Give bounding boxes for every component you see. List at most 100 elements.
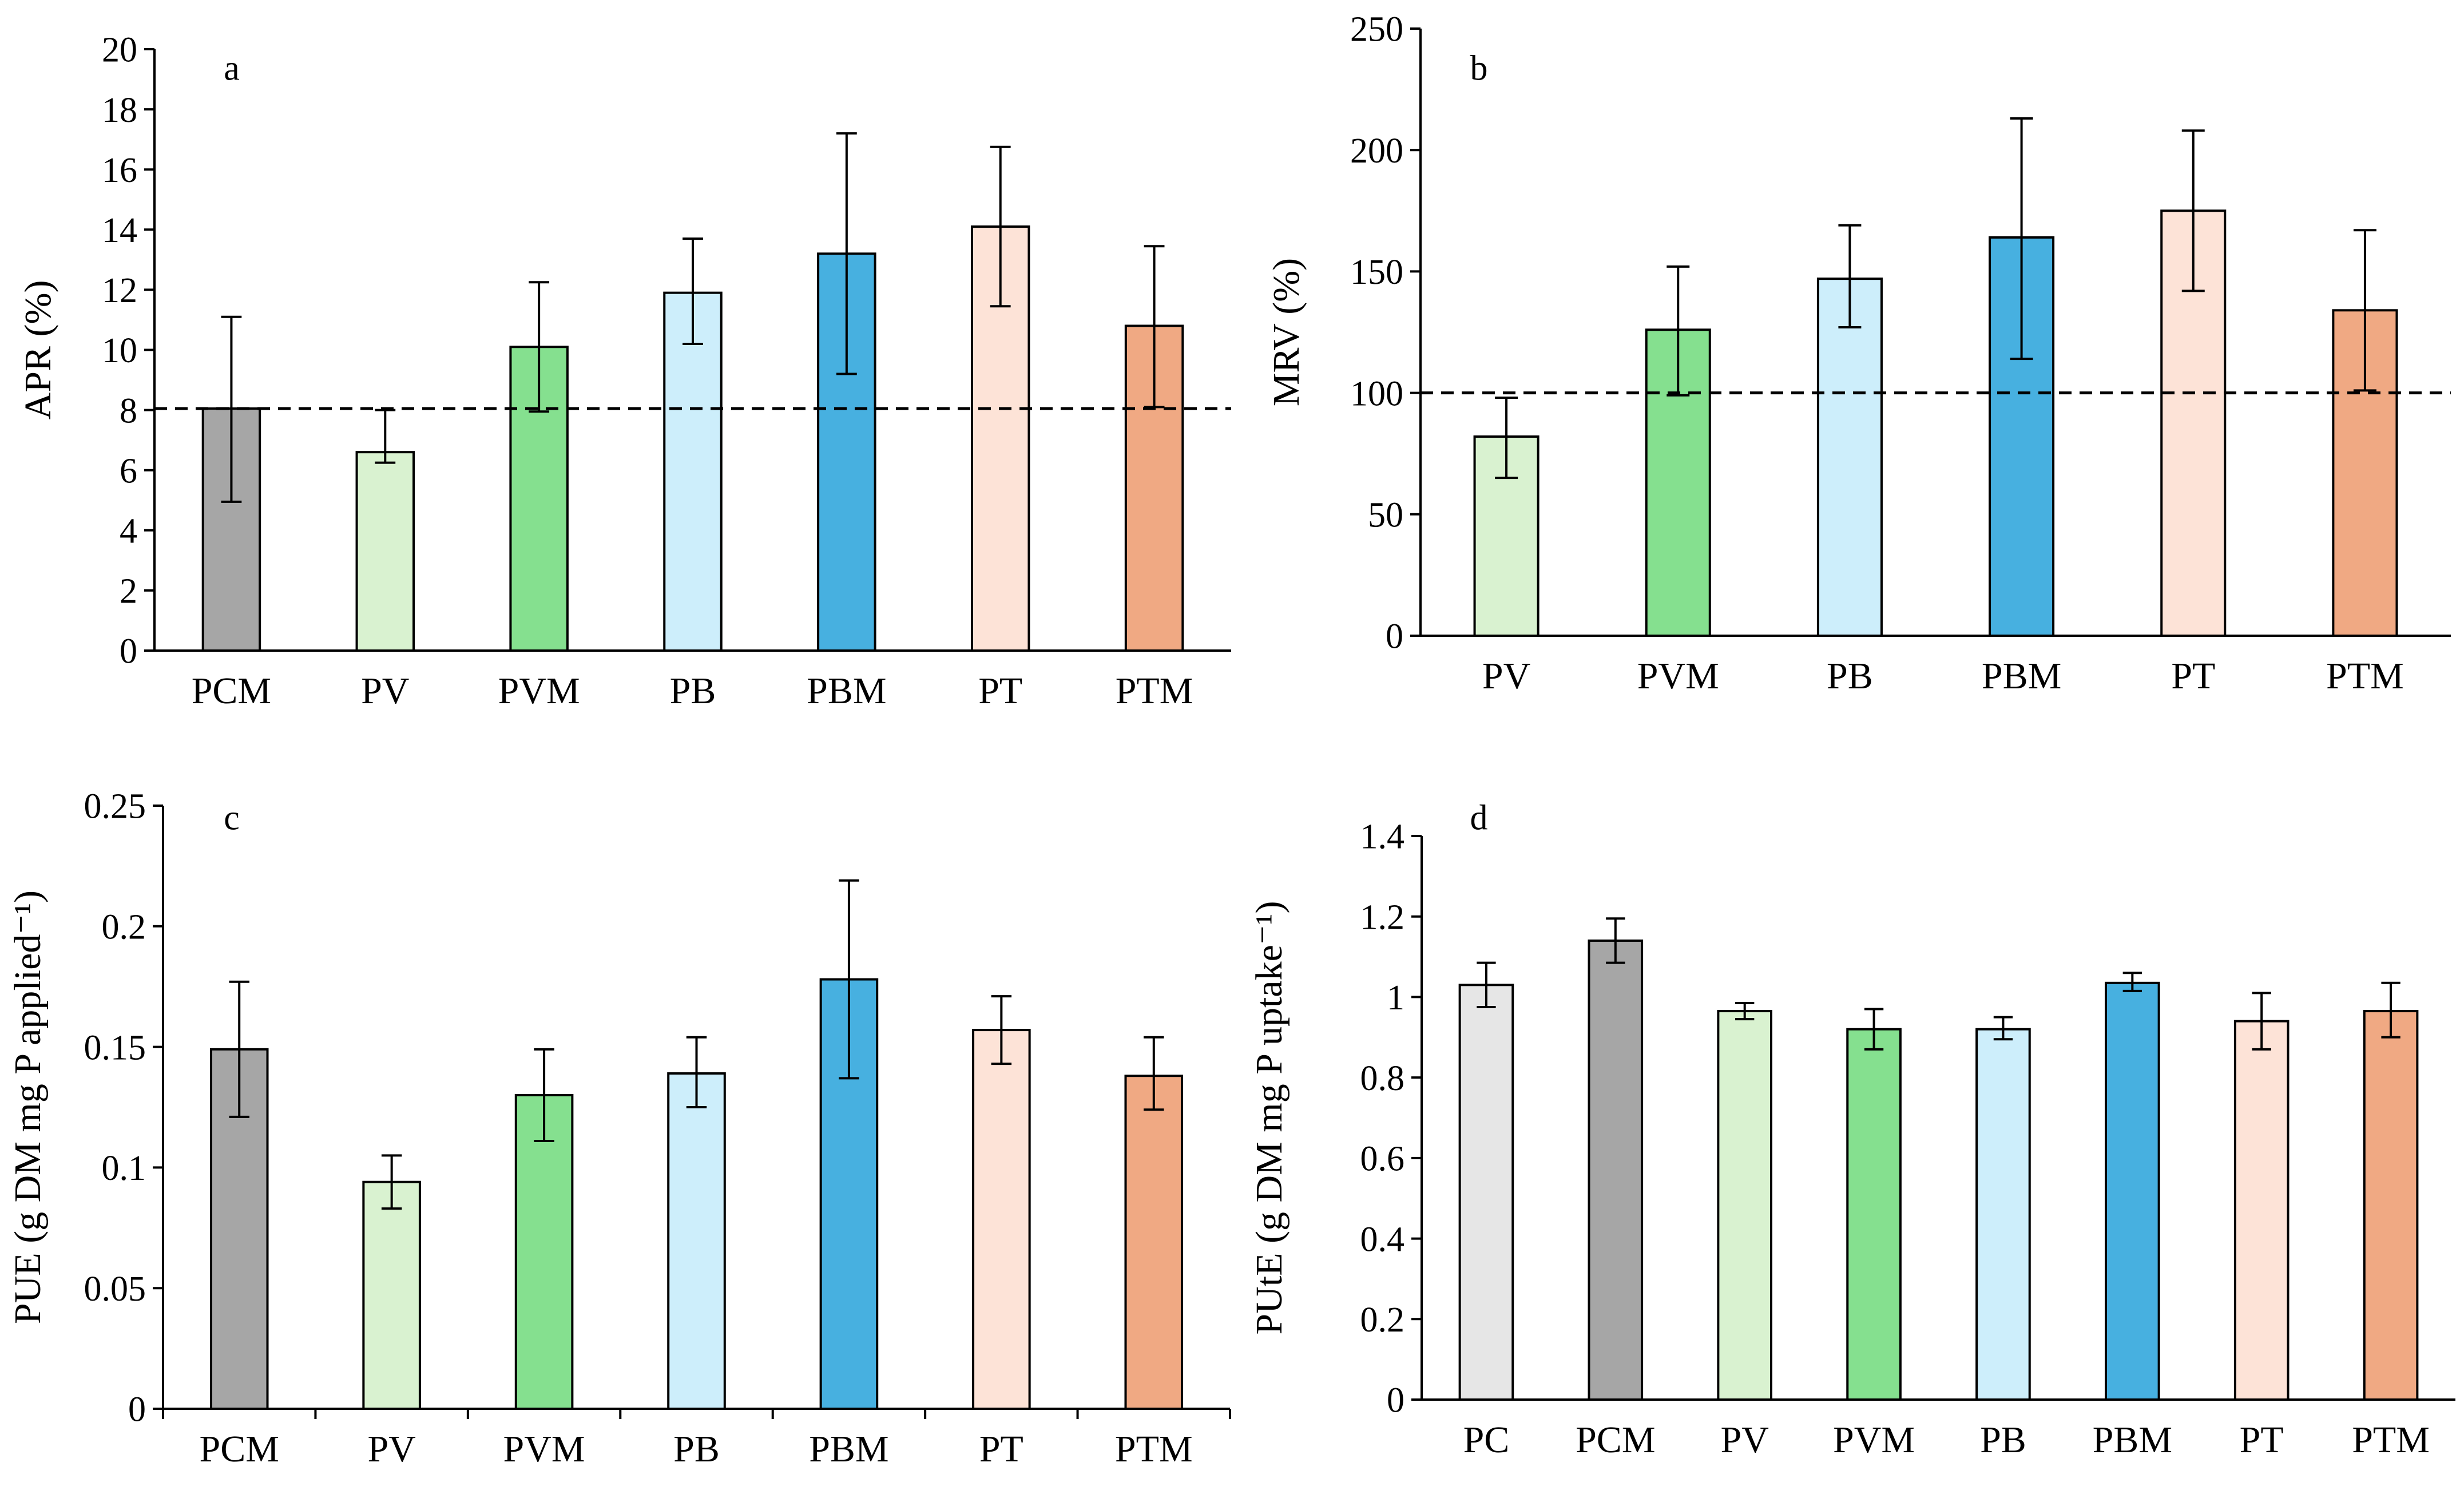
y-tick-label: 1: [1387, 978, 1404, 1017]
bar-pv: [1717, 1010, 1772, 1401]
category-label: PBM: [809, 1428, 888, 1470]
bar-ptm: [1124, 1075, 1184, 1410]
category-label: PT: [2171, 655, 2215, 697]
error-bar-pt: [2181, 129, 2205, 292]
y-tick-label: 1.4: [1360, 818, 1405, 857]
category-label: PT: [978, 670, 1022, 712]
y-tick-label: 0.2: [102, 908, 146, 947]
category-label: PVM: [1637, 655, 1719, 697]
category-label: PB: [1980, 1419, 2026, 1461]
error-bar-pv: [381, 1154, 402, 1210]
bar-pvm: [1846, 1028, 1902, 1401]
y-tick-label: 20: [102, 31, 137, 70]
category-label: PVM: [1833, 1419, 1915, 1461]
category-label: PV: [361, 670, 409, 712]
y-tick-label: 50: [1368, 496, 1403, 535]
category-label: PTM: [2326, 655, 2404, 697]
bar-pc: [1458, 984, 1514, 1401]
error-bar-pvm: [534, 1048, 554, 1143]
error-bar-pv: [1495, 397, 1518, 480]
error-bar-pbm: [839, 879, 859, 1080]
category-label: PB: [670, 670, 716, 712]
chart-panel-d: 0 0.2 0.4 0.6 0.8 1 1.2 1.4 PUtE (g DM mg P upta…: [1248, 799, 2455, 1461]
chart-panel-c: 0 0.05 0.1 0.15 0.2 0.25 PUE (g DM mg P applie…: [7, 787, 1231, 1470]
y-tick-label: 0.2: [1360, 1301, 1405, 1340]
error-bar-ptm: [1144, 245, 1165, 409]
error-bar-pvm: [1864, 1008, 1884, 1051]
y-axis-label: PUE (g DM mg P applied⁻¹): [7, 890, 49, 1324]
y-tick-label: 10: [102, 331, 137, 370]
category-label: PTM: [1116, 670, 1193, 712]
bar-ptm: [2363, 1010, 2419, 1401]
error-bar-ptm: [2353, 229, 2376, 392]
category-label: PVM: [503, 1428, 585, 1470]
category-label: PCM: [192, 670, 271, 712]
y-tick-label: 8: [120, 391, 137, 430]
bar-pcm: [1588, 939, 1644, 1401]
y-tick-label: 4: [120, 512, 137, 551]
error-bar-pbm: [836, 132, 857, 375]
y-axis-label: MRV (%): [1265, 258, 1307, 406]
category-label: PTM: [1115, 1428, 1193, 1470]
error-bar-pb: [686, 1036, 707, 1108]
y-tick-label: 2: [120, 572, 137, 611]
y-tick-label: 14: [102, 211, 137, 250]
y-tick-label: 0.6: [1360, 1140, 1405, 1179]
error-bar-pbm: [2010, 117, 2033, 360]
y-tick-label: 6: [120, 451, 137, 490]
error-bar-pv: [1735, 1001, 1755, 1021]
error-bar-pt: [990, 145, 1011, 308]
y-tick-label: 0.15: [84, 1028, 146, 1067]
error-bar-ptm: [2381, 981, 2400, 1039]
category-label: PB: [673, 1428, 720, 1470]
y-axis-label: APR (%): [17, 280, 59, 420]
bar-pt: [2233, 1020, 2290, 1401]
error-bar-pcm: [1606, 917, 1625, 964]
y-tick-label: 0.1: [102, 1149, 146, 1188]
y-tick-label: 0: [128, 1390, 146, 1429]
y-tick-label: 250: [1350, 10, 1403, 49]
error-bar-ptm: [1144, 1036, 1164, 1111]
panel-letter: a: [224, 49, 240, 88]
bar-pvm: [514, 1093, 574, 1410]
panel-letter: c: [224, 799, 240, 838]
chart-panel-b: 0 50 100 150 200 250 MRV (%) b PV PVM PB PBM PT PTM: [1265, 10, 2451, 697]
bar-pb: [1975, 1028, 2031, 1401]
y-tick-label: 0: [1386, 617, 1403, 656]
y-tick-label: 16: [102, 151, 137, 190]
category-label: PBM: [807, 670, 886, 712]
y-tick-label: 0: [1387, 1381, 1404, 1420]
y-tick-label: 12: [102, 271, 137, 310]
category-label: PBM: [2093, 1419, 2172, 1461]
y-tick-label: 0.8: [1360, 1059, 1405, 1098]
category-label: PV: [1482, 655, 1530, 697]
y-tick-label: 18: [102, 91, 137, 130]
y-tick-label: 0: [120, 632, 137, 671]
bar-pv: [362, 1180, 421, 1410]
error-bar-pbm: [2122, 972, 2142, 992]
y-tick-label: 0.25: [84, 787, 146, 826]
error-bar-pb: [683, 237, 703, 345]
error-bar-pcm: [229, 980, 249, 1118]
category-label: PBM: [1982, 655, 2061, 697]
error-bar-pc: [1477, 961, 1496, 1009]
y-tick-label: 0.05: [84, 1270, 146, 1309]
y-axis-label: PUtE (g DM mg P uptake⁻¹): [1248, 901, 1290, 1335]
error-bar-pvm: [529, 281, 550, 413]
category-label: PT: [2240, 1419, 2284, 1461]
error-bar-pb: [1993, 1016, 2013, 1041]
y-tick-label: 200: [1350, 132, 1403, 171]
category-label: PCM: [1576, 1419, 1655, 1461]
y-tick-label: 0.4: [1360, 1220, 1405, 1259]
error-bar-pb: [1838, 224, 1862, 329]
panel-letter: d: [1470, 799, 1488, 838]
error-bar-pcm: [221, 315, 242, 503]
panel-letter: b: [1470, 49, 1488, 88]
y-tick-label: 100: [1350, 374, 1403, 413]
error-bar-pvm: [1667, 265, 1690, 397]
category-label: PTM: [2352, 1419, 2430, 1461]
bar-pb: [663, 291, 723, 652]
category-label: PB: [1827, 655, 1873, 697]
bar-pb: [1816, 278, 1883, 637]
